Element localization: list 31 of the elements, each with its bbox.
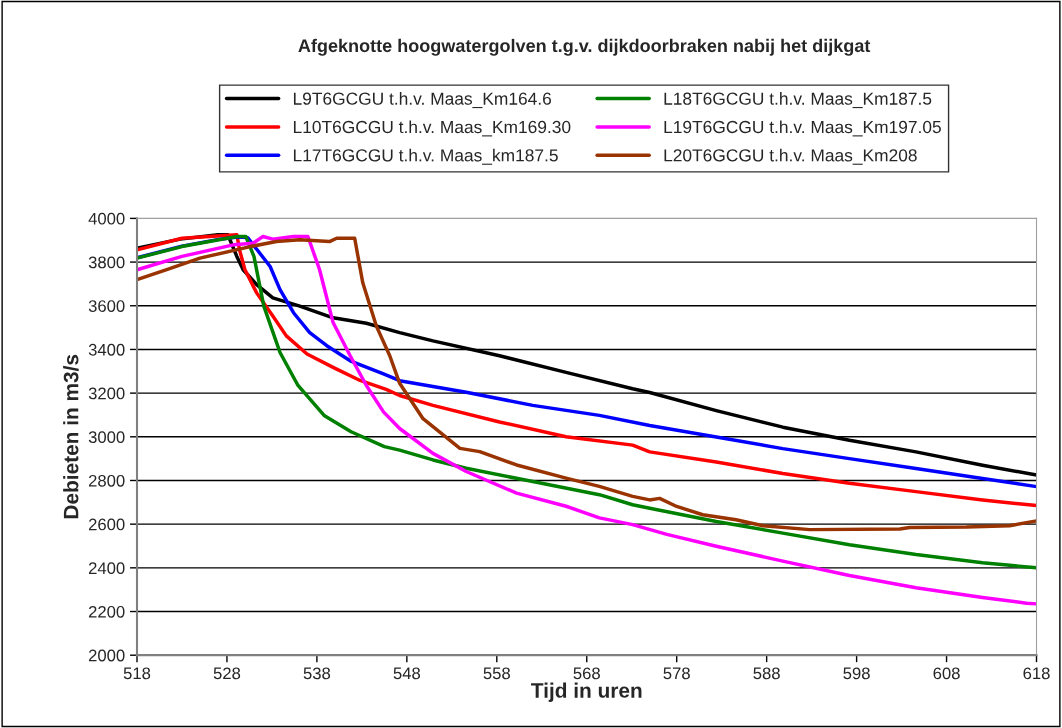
x-tick-label: 518 — [123, 667, 151, 680]
chart-title: Afgeknotte hoogwatergolven t.g.v. dijkdoorbraken nabij het dijkgat — [298, 38, 871, 56]
legend-label: L18T6GCGU t.h.v. Maas_Km187.5 — [664, 92, 932, 109]
x-tick-label: 598 — [843, 667, 870, 680]
legend-label: L20T6GCGU t.h.v. Maas_Km208 — [664, 148, 917, 165]
legend-label: L17T6GCGU t.h.v. Maas_km187.5 — [293, 148, 558, 165]
y-tick-label: 3400 — [88, 343, 125, 356]
y-tick-label: 2000 — [88, 649, 125, 662]
x-tick-label: 558 — [483, 667, 510, 680]
y-tick-label: 2200 — [88, 605, 125, 618]
y-tick-label: 3200 — [88, 387, 125, 400]
y-tick-label: 3800 — [88, 256, 125, 269]
x-tick-label: 588 — [753, 667, 780, 680]
x-tick-label: 538 — [303, 667, 331, 680]
legend-label: L19T6GCGU t.h.v. Maas_Km197.05 — [664, 120, 941, 137]
x-tick-label: 578 — [663, 667, 690, 680]
x-tick-label: 608 — [933, 667, 960, 680]
legend-label: L10T6GCGU t.h.v. Maas_Km169.30 — [293, 120, 571, 137]
y-tick-label: 3600 — [88, 300, 125, 312]
y-tick-label: 2400 — [88, 562, 125, 575]
x-tick-label: 548 — [393, 667, 421, 680]
x-tick-label: 618 — [1023, 667, 1050, 680]
legend-label: L9T6GCGU t.h.v. Maas_Km164.6 — [293, 92, 552, 109]
y-tick-label: 3000 — [88, 431, 125, 443]
x-tick-label: 528 — [213, 667, 241, 680]
x-tick-label: 568 — [573, 667, 600, 680]
y-tick-label: 4000 — [88, 212, 125, 225]
x-axis-title: Tijd in uren — [531, 682, 642, 702]
y-tick-label: 2600 — [88, 518, 125, 531]
y-tick-label: 2800 — [88, 474, 125, 487]
y-axis-title: Debieten in m3/s — [63, 354, 79, 519]
